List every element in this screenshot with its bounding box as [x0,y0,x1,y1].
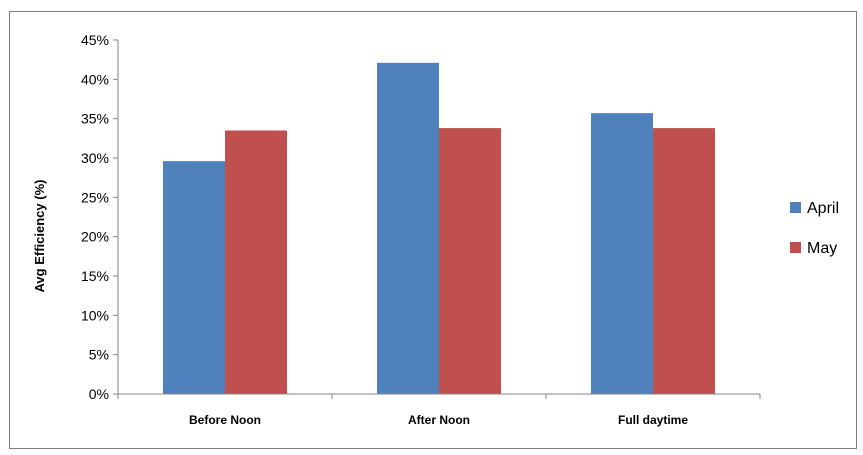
bars [163,62,715,395]
x-category-label: After Noon [408,413,470,427]
x-category-label: Full daytime [618,413,688,427]
y-axis-ticks: 0% 5% 10% 15% 20% 25% 30% 35% 40% 45% [81,32,118,402]
y-tick-label: 15% [81,268,109,284]
y-tick-label: 25% [81,189,109,205]
legend: April May [790,200,839,257]
x-axis-labels: Before Noon After Noon Full daytime [189,413,688,427]
y-tick-label: 10% [81,307,109,323]
bar-april-2 [377,62,439,395]
y-tick-label: 35% [81,111,109,127]
y-tick-label: 40% [81,71,109,87]
bar-may-1 [225,130,287,394]
legend-label-april: April [807,200,839,217]
y-tick-label: 20% [81,229,109,245]
bar-may-2 [439,128,501,394]
x-category-label: Before Noon [189,413,261,427]
y-tick-label: 0% [89,386,109,402]
bar-may-3 [653,128,715,394]
y-tick-label: 45% [81,32,109,48]
bar-april-1 [163,161,225,394]
legend-swatch-april [790,202,801,213]
y-axis-title: Avg Efficiency (%) [32,180,47,293]
bar-april-3 [591,113,653,394]
y-tick-label: 5% [89,347,109,363]
legend-label-may: May [807,240,837,257]
y-tick-label: 30% [81,150,109,166]
x-axis-ticks [117,394,761,399]
legend-swatch-may [790,242,801,253]
